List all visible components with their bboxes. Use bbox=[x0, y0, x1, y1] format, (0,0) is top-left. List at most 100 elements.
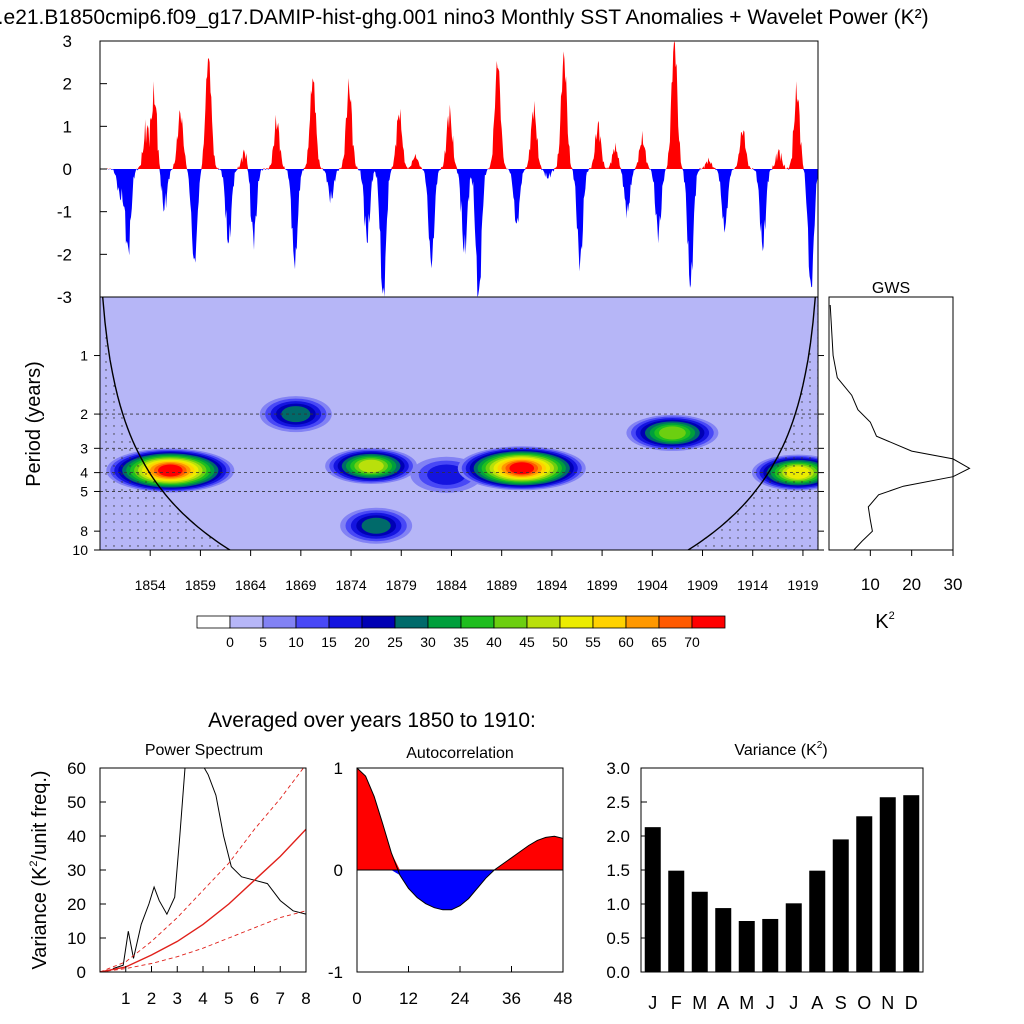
wavelet-ytick-label: 8 bbox=[80, 523, 88, 539]
var-ytick-label: 0.5 bbox=[606, 929, 630, 948]
wavelet-xtick-label: 1894 bbox=[536, 577, 567, 593]
ps-xtick-label: 4 bbox=[198, 989, 207, 1008]
wavelet-power-contour bbox=[509, 462, 535, 475]
power-spectrum-title: Power Spectrum bbox=[145, 742, 263, 759]
wavelet-power-contour bbox=[658, 426, 686, 440]
variance-bar bbox=[856, 816, 873, 972]
wavelet-xtick-label: 1879 bbox=[386, 577, 417, 593]
month-label: J bbox=[789, 993, 798, 1013]
coi-right-hatch bbox=[688, 297, 818, 550]
var-ytick-label: 3.0 bbox=[606, 759, 630, 778]
power-spectrum-frame bbox=[99, 767, 307, 973]
colorbar-swatch bbox=[361, 615, 396, 629]
wavelet-ytick-label: 3 bbox=[80, 440, 88, 456]
ac-xtick-label: 12 bbox=[399, 989, 418, 1008]
negative-anomaly-area bbox=[100, 169, 818, 297]
ts-ytick-label: 3 bbox=[63, 32, 72, 51]
colorbar-swatch bbox=[229, 615, 264, 629]
autocorrelation-positive-area bbox=[357, 768, 563, 870]
variance-bar bbox=[668, 870, 685, 972]
wavelet-power-contour bbox=[281, 406, 311, 423]
wavelet-ytick-label: 2 bbox=[80, 406, 88, 422]
wavelet-ytick-label: 4 bbox=[80, 465, 88, 481]
colorbar-label: 70 bbox=[684, 634, 700, 650]
autocorrelation-curve bbox=[357, 768, 563, 911]
colorbar-swatch bbox=[295, 615, 330, 629]
wavelet-xtick-label: 1874 bbox=[335, 577, 366, 593]
variance-bar bbox=[644, 827, 661, 972]
power-spectrum-panel: Power Spectrum 1 2 3 4 5 6 7 8 60 50 40 30 20 10 0 Var… bbox=[28, 742, 311, 1008]
variance-bar bbox=[809, 870, 826, 972]
variance-bar bbox=[903, 795, 920, 972]
month-label: F bbox=[671, 993, 682, 1013]
ts-ytick-label: 1 bbox=[63, 117, 72, 136]
gws-xtick-label: 20 bbox=[902, 575, 921, 594]
gws-title: GWS bbox=[872, 280, 910, 297]
wavelet-xtick-label: 1914 bbox=[737, 577, 768, 593]
variance-bar bbox=[715, 908, 732, 972]
ts-ytick-label: -3 bbox=[57, 288, 72, 307]
colorbar-label: 0 bbox=[226, 634, 234, 650]
wavelet-xtick-label: 1909 bbox=[687, 577, 718, 593]
month-label: S bbox=[835, 993, 847, 1013]
chart-title: b.e21.B1850cmip6.f09_g17.DAMIP-hist-ghg.… bbox=[0, 6, 929, 29]
colorbar-swatch bbox=[592, 615, 627, 629]
ps-ytick-label: 50 bbox=[67, 793, 86, 812]
var-ytick-label: 2.0 bbox=[606, 827, 630, 846]
red-noise-line bbox=[100, 828, 306, 972]
gws-unit-label: K2 bbox=[875, 610, 894, 633]
ts-ytick-label: -2 bbox=[57, 245, 72, 264]
ts-ytick-label: 2 bbox=[63, 75, 72, 94]
ac-xtick-label: 36 bbox=[502, 989, 521, 1008]
colorbar-label: 50 bbox=[552, 634, 568, 650]
colorbar-label: 15 bbox=[321, 634, 337, 650]
ps-xtick-label: 6 bbox=[250, 989, 259, 1008]
ps-xtick-label: 3 bbox=[173, 989, 182, 1008]
colorbar-label: 10 bbox=[288, 634, 304, 650]
averaging-subtitle: Averaged over years 1850 to 1910: bbox=[208, 709, 536, 732]
wavelet-xtick-label: 1869 bbox=[285, 577, 316, 593]
ps-ytick-label: 20 bbox=[67, 895, 86, 914]
ac-ytick-label: 0 bbox=[334, 861, 343, 880]
autocorrelation-negative-area bbox=[357, 870, 563, 910]
ac-xtick-label: 24 bbox=[451, 989, 470, 1008]
colorbar-label: 45 bbox=[519, 634, 535, 650]
colorbar: 0 5 10 15 20 25 30 35 40 45 50 55 60 65 70 bbox=[196, 615, 726, 650]
var-ytick-label: 2.5 bbox=[606, 793, 630, 812]
month-label: M bbox=[739, 993, 754, 1013]
variance-bar bbox=[762, 918, 779, 972]
var-ytick-label: 0.0 bbox=[606, 963, 630, 982]
positive-anomaly-area bbox=[100, 41, 818, 169]
month-label: N bbox=[881, 993, 894, 1013]
colorbar-swatch bbox=[691, 615, 726, 629]
colorbar-swatch bbox=[328, 615, 363, 629]
colorbar-swatch bbox=[394, 615, 429, 629]
month-label: D bbox=[905, 993, 918, 1013]
colorbar-swatch bbox=[526, 615, 561, 629]
colorbar-label: 25 bbox=[387, 634, 403, 650]
wavelet-ytick-label: 5 bbox=[80, 483, 88, 499]
ac-ytick-label: 1 bbox=[334, 759, 343, 778]
spectrum-line bbox=[112, 768, 306, 970]
var-ytick-label: 1.5 bbox=[606, 861, 630, 880]
colorbar-swatch bbox=[493, 615, 528, 629]
wavelet-xtick-label: 1864 bbox=[235, 577, 266, 593]
variance-title: Variance (K2) bbox=[734, 740, 827, 759]
colorbar-swatch bbox=[196, 615, 231, 629]
var-ytick-label: 1.0 bbox=[606, 895, 630, 914]
ps-xtick-label: 8 bbox=[301, 989, 310, 1008]
month-label: J bbox=[766, 993, 775, 1013]
variance-bar bbox=[832, 839, 849, 972]
colorbar-label: 20 bbox=[354, 634, 370, 650]
month-label: J bbox=[648, 993, 657, 1013]
ts-ytick-label: 0 bbox=[63, 160, 72, 179]
wavelet-xtick-label: 1884 bbox=[436, 577, 467, 593]
ps-ytick-label: 30 bbox=[67, 861, 86, 880]
colorbar-label: 5 bbox=[259, 634, 267, 650]
wavelet-xtick-label: 1919 bbox=[787, 577, 818, 593]
ts-ytick-label: -1 bbox=[57, 203, 72, 222]
gws-frame bbox=[828, 296, 954, 551]
ps-ytick-label: 60 bbox=[67, 759, 86, 778]
